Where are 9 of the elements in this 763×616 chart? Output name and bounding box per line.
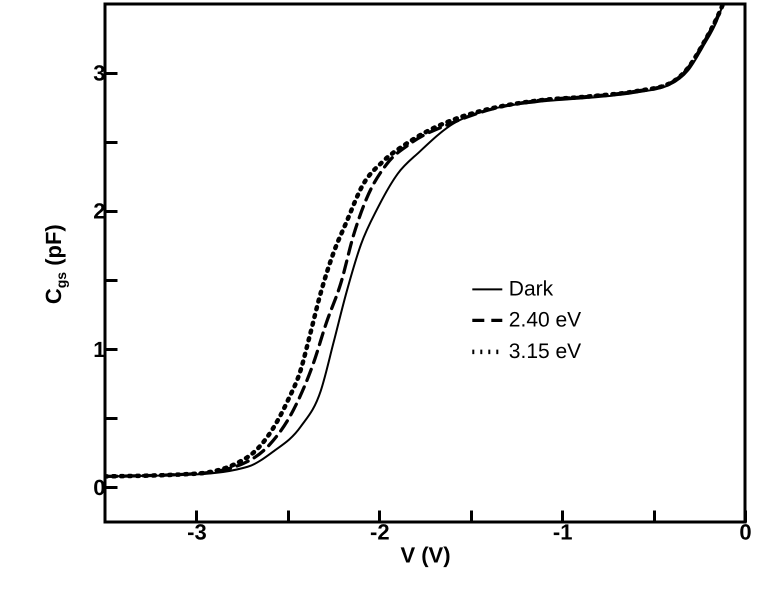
x-tick-label: -1 (552, 520, 572, 544)
legend-label: Dark (508, 277, 554, 300)
x-axis-title: V (V) (400, 542, 451, 568)
x-tick-label: -2 (370, 520, 390, 544)
y-tick-label: 1 (93, 336, 106, 362)
x-tick-label: 0 (739, 520, 752, 544)
legend-label: 3.15 eV (508, 340, 582, 363)
x-tick-label: -3 (187, 520, 207, 544)
legend-label: 2.40 eV (508, 308, 582, 332)
